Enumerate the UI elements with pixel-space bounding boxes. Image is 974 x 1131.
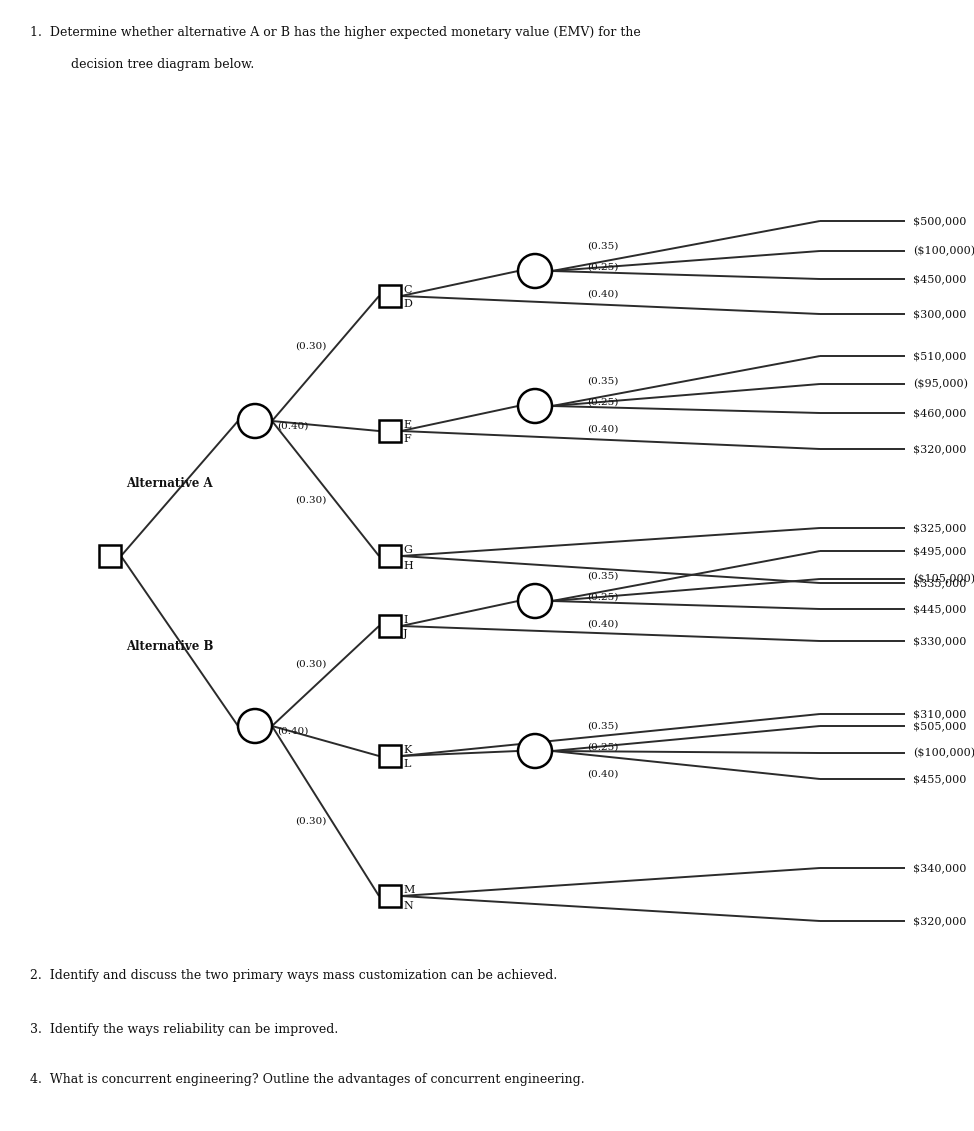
Text: ($105,000): ($105,000): [913, 573, 974, 585]
Text: (0.40): (0.40): [587, 424, 618, 433]
Text: $450,000: $450,000: [913, 274, 966, 284]
Text: (0.25): (0.25): [587, 742, 618, 751]
Text: $510,000: $510,000: [913, 351, 966, 361]
Text: $325,000: $325,000: [913, 523, 966, 533]
Text: (0.30): (0.30): [295, 342, 326, 351]
Text: (0.30): (0.30): [295, 817, 326, 826]
Text: (0.40): (0.40): [277, 726, 309, 735]
FancyBboxPatch shape: [379, 884, 401, 907]
Text: ($100,000): ($100,000): [913, 245, 974, 257]
FancyBboxPatch shape: [379, 285, 401, 307]
Text: (0.40): (0.40): [587, 290, 618, 299]
Text: (0.25): (0.25): [587, 262, 618, 271]
Text: Alternative B: Alternative B: [126, 639, 213, 653]
FancyBboxPatch shape: [379, 745, 401, 767]
FancyBboxPatch shape: [99, 545, 121, 567]
Text: (0.35): (0.35): [587, 377, 618, 386]
Text: 4.  What is concurrent engineering? Outline the advantages of concurrent enginee: 4. What is concurrent engineering? Outli…: [30, 1073, 584, 1086]
Text: M: M: [403, 884, 414, 895]
Circle shape: [518, 734, 552, 768]
Text: 1.  Determine whether alternative A or B has the higher expected monetary value : 1. Determine whether alternative A or B …: [30, 26, 641, 38]
Text: I: I: [403, 615, 407, 625]
Text: L: L: [403, 759, 410, 769]
FancyBboxPatch shape: [379, 420, 401, 442]
Text: (0.35): (0.35): [587, 242, 618, 250]
Text: (0.25): (0.25): [587, 397, 618, 406]
Text: ($95,000): ($95,000): [913, 379, 968, 389]
Text: $330,000: $330,000: [913, 636, 966, 646]
Text: (0.35): (0.35): [587, 571, 618, 580]
Text: $495,000: $495,000: [913, 546, 966, 556]
Text: J: J: [403, 629, 408, 639]
Text: decision tree diagram below.: decision tree diagram below.: [55, 58, 254, 71]
Text: K: K: [403, 745, 411, 756]
Circle shape: [518, 389, 552, 423]
Text: $505,000: $505,000: [913, 720, 966, 731]
Text: (0.40): (0.40): [277, 422, 309, 431]
Text: $455,000: $455,000: [913, 774, 966, 784]
Text: 2.  Identify and discuss the two primary ways mass customization can be achieved: 2. Identify and discuss the two primary …: [30, 969, 557, 982]
Text: G: G: [403, 545, 412, 555]
Text: D: D: [403, 299, 412, 309]
Text: $335,000: $335,000: [913, 578, 966, 588]
Text: H: H: [403, 561, 413, 571]
Text: Alternative A: Alternative A: [126, 477, 212, 490]
Text: (0.40): (0.40): [587, 769, 618, 778]
Text: 3.  Identify the ways reliability can be improved.: 3. Identify the ways reliability can be …: [30, 1024, 338, 1036]
Circle shape: [238, 404, 272, 438]
FancyBboxPatch shape: [379, 615, 401, 637]
Text: $500,000: $500,000: [913, 216, 966, 226]
FancyBboxPatch shape: [379, 545, 401, 567]
Text: $340,000: $340,000: [913, 863, 966, 873]
Text: ($100,000): ($100,000): [913, 748, 974, 758]
Text: (0.40): (0.40): [587, 620, 618, 629]
Text: N: N: [403, 901, 413, 910]
Text: $460,000: $460,000: [913, 408, 966, 418]
Text: (0.30): (0.30): [295, 497, 326, 506]
Text: (0.30): (0.30): [295, 659, 326, 668]
Circle shape: [518, 254, 552, 288]
Circle shape: [518, 584, 552, 618]
Circle shape: [238, 709, 272, 743]
Text: $320,000: $320,000: [913, 916, 966, 926]
Text: E: E: [403, 420, 411, 430]
Text: F: F: [403, 434, 411, 444]
Text: C: C: [403, 285, 411, 295]
Text: $300,000: $300,000: [913, 309, 966, 319]
Text: (0.25): (0.25): [587, 593, 618, 602]
Text: $310,000: $310,000: [913, 709, 966, 719]
Text: $445,000: $445,000: [913, 604, 966, 614]
Text: (0.35): (0.35): [587, 722, 618, 731]
Text: $320,000: $320,000: [913, 444, 966, 454]
